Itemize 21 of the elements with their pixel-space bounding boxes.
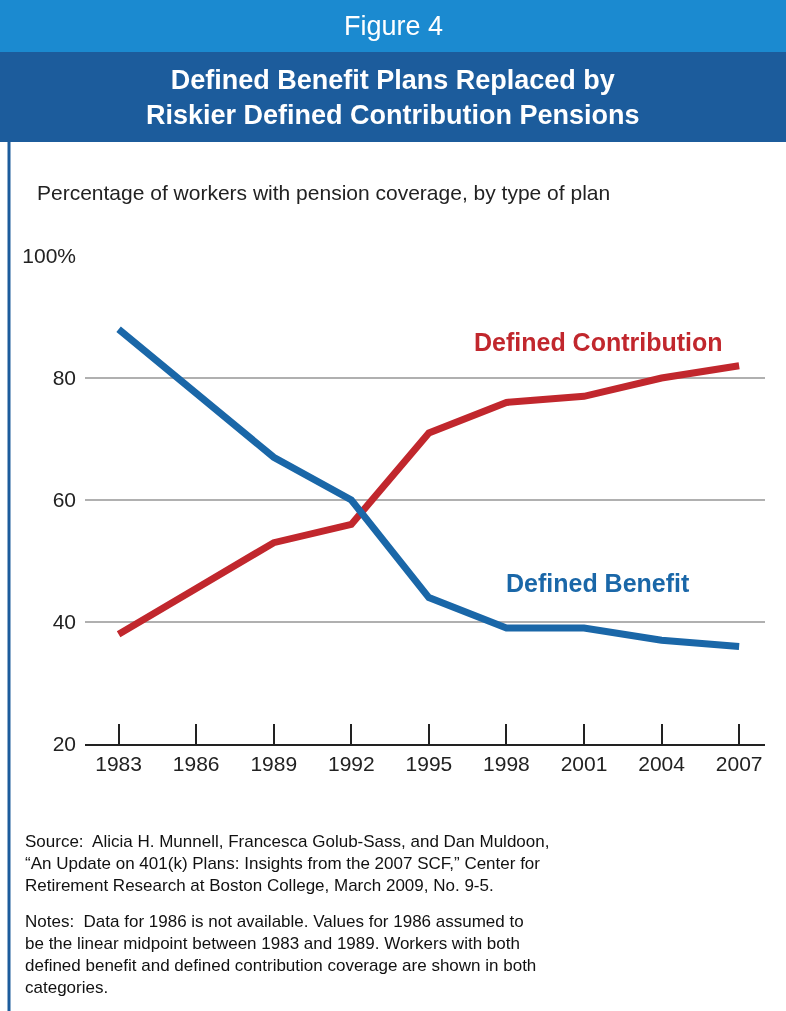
chart-title: Figure 4	[344, 11, 444, 41]
x-tick-label: 2001	[560, 752, 608, 776]
x-tick-label: 1995	[405, 752, 453, 776]
x-tick-label: 1983	[95, 752, 142, 776]
source-note: Source: Alicia H. Munnell, Francesca Golub-Sass, and Dan Muldoon, “An Update on 401(k) Plans: Insights from the 2007 SCF,” Center for Retirement Research at Boston College, March 2009, No. 9-5.	[25, 832, 550, 896]
y-tick-label: 80	[52, 366, 76, 390]
x-tick-label: 2004	[638, 752, 686, 776]
series-label: Defined Benefit	[506, 569, 691, 597]
x-tick-label: 1992	[327, 752, 375, 776]
y-tick-label: 100%	[22, 244, 76, 268]
y-tick-label: 60	[52, 488, 76, 512]
series-label: Defined Contribution	[474, 328, 723, 356]
y-axis-title: Percentage of workers with pension coverage, by type of plan	[37, 181, 611, 204]
x-tick-label: 1998	[483, 752, 530, 776]
x-tick-label: 2007	[715, 752, 763, 776]
text: Notes: Data for 1986 is not available. Values for 1986 assumed to be the linear midpoint between 1983 and 1989. Workers with both defined benefit and defined contribution coverage are shown in both categories.	[25, 912, 537, 998]
x-tick-label: 1986	[172, 752, 220, 776]
x-tick-label: 1989	[250, 752, 298, 776]
chart-subtitle: Defined Benefit Plans Replaced by Riskier Defined Contribution Pensions	[146, 65, 640, 131]
y-tick-label: 20	[52, 732, 76, 756]
y-tick-label: 40	[52, 610, 76, 634]
